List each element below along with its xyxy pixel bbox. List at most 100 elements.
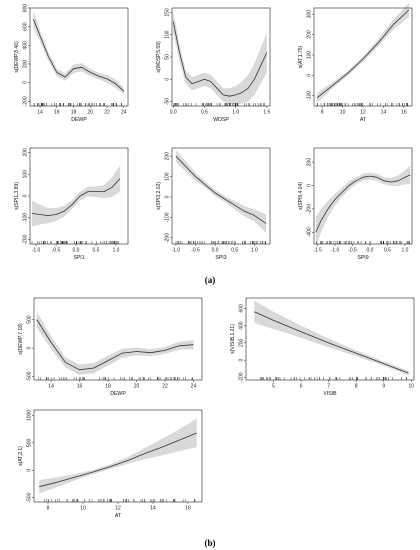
smooth-line (175, 155, 267, 224)
y-tick-label: 500 (27, 438, 33, 447)
panel-2-wdsp: 0.0 0.5 1.0 1.5 -50 0 50 100 150 WDSP s(WDSP,5.59) (156, 7, 271, 123)
panels: 14 16 18 20 22 24-2000200400600800DEWPs(DEWP,… (14, 2, 415, 519)
y-tick-label: 400 (23, 41, 29, 50)
confidence-band (315, 165, 411, 248)
panel-6-spi9: -1.5 -1.0 -0.5 0.0 0.5 1.0 -400 -200 0 200 SPI9 s(S… (298, 147, 413, 261)
confidence-band (173, 10, 267, 105)
x-tick-label: 14 (381, 110, 387, 116)
x-tick-label: 20 (88, 110, 94, 116)
smooth-line (172, 21, 268, 97)
y-tick-label: 600 (23, 22, 29, 31)
confidence-band (317, 2, 409, 103)
x-tick-label: 0.0 (212, 248, 219, 254)
x-tick-label: 8 (47, 506, 50, 512)
x-axis-label: WDSP (213, 117, 229, 123)
y-tick-label: 0 (307, 74, 313, 77)
x-tick-label: 1.5 (263, 110, 270, 116)
smooth-line (316, 9, 410, 99)
y-tick-label: 100 (307, 51, 313, 60)
x-axis-label: SPI9 (357, 255, 368, 261)
y-tick-label: 0 (27, 347, 33, 350)
x-tick-label: 7 (327, 384, 330, 390)
rug (33, 103, 122, 106)
x-tick-label: 14 (150, 506, 156, 512)
smooth-line (33, 19, 125, 92)
confidence-band (254, 300, 409, 376)
smooth-line (315, 174, 411, 233)
x-tick-label: 1.0 (232, 110, 239, 116)
x-tick-label: -0.5 (191, 248, 200, 254)
plot-frame (313, 147, 413, 245)
x-tick-label: 1.0 (251, 248, 258, 254)
y-tick-label: 0 (27, 469, 33, 472)
smooth-line (254, 311, 409, 374)
x-tick-label: -0.5 (348, 248, 357, 254)
panel-7-dewp: 14 16 18 20 22 24 -500 0 500 DEWP s(DEWP,7.18) (18, 297, 203, 397)
rug (44, 499, 196, 502)
y-axis-label: s(DEWP,7.18) (18, 323, 24, 355)
smooth-line (39, 432, 197, 488)
x-tick-label: 10 (408, 384, 414, 390)
y-tick-label: -100 (307, 91, 313, 101)
smooth-line (36, 319, 194, 371)
y-tick-label: 100 (165, 30, 171, 39)
panel-9-at: 8 10 12 14 16 -500 0 500 1000 AT s(AT,2.1) (18, 409, 203, 519)
x-axis-label: AT (115, 513, 122, 519)
y-tick-label: -100 (165, 212, 171, 222)
panel-4-spi1: -1.0 -0.5 0.0 0.5 1.0 -200 -100 0 100 200 SPI1 s(SP… (14, 147, 129, 261)
rug (38, 377, 193, 380)
x-tick-label: 12 (360, 110, 366, 116)
y-tick-label: 100 (23, 170, 29, 179)
y-tick-label: 1000 (27, 410, 33, 421)
y-tick-label: 0 (165, 78, 171, 81)
panel-8-visib: 5 6 7 8 9 10 -200 0 200 400 600 VISIB s(VISIB,1.21) (230, 297, 415, 397)
y-tick-label: -200 (23, 234, 29, 244)
y-tick-label: 600 (239, 304, 245, 313)
x-tick-label: 1.0 (402, 248, 409, 254)
plot-frame (33, 409, 203, 503)
x-axis-label: DEWP (110, 391, 126, 397)
rug (173, 103, 265, 106)
plot-frame (33, 297, 203, 381)
y-axis-label: s(WDSP,5.59) (156, 41, 162, 73)
x-tick-label: 0.5 (231, 248, 238, 254)
y-tick-label: 200 (307, 158, 313, 167)
panel-5-spi3: -1.0 -0.5 0.0 0.5 1.0 -200 -100 0 100 200 SPI3 s(SP… (156, 147, 271, 261)
x-tick-label: 22 (162, 384, 168, 390)
x-tick-label: 8 (321, 110, 324, 116)
x-tick-label: -0.5 (52, 248, 61, 254)
y-tick-label: -400 (307, 227, 313, 237)
plot-frame (29, 7, 129, 107)
caption-a: (a) (205, 275, 216, 285)
x-tick-label: 1.0 (113, 248, 120, 254)
x-tick-label: 0.5 (93, 248, 100, 254)
x-tick-label: 22 (104, 110, 110, 116)
x-tick-label: 16 (77, 384, 83, 390)
x-tick-label: 16 (185, 506, 191, 512)
y-axis-label: s(AT,1.75) (298, 45, 304, 68)
x-tick-label: 14 (37, 110, 43, 116)
y-tick-label: 0 (307, 184, 313, 187)
x-tick-label: -1.5 (313, 248, 322, 254)
y-tick-label: 200 (23, 60, 29, 69)
y-tick-label: 800 (23, 4, 29, 13)
y-tick-label: 0 (23, 194, 29, 197)
x-tick-label: 12 (115, 506, 121, 512)
x-tick-label: 16 (54, 110, 60, 116)
caption-b: (b) (205, 538, 216, 548)
y-tick-label: 50 (165, 54, 171, 60)
panel-3-at: 8 10 12 14 16 -100 0 100 200 300 AT s(AT,1.75) (298, 2, 413, 123)
rug (316, 241, 410, 244)
x-tick-label: 0.5 (384, 248, 391, 254)
y-axis-label: s(AT,2.1) (18, 446, 24, 466)
x-axis-label: DEWP (71, 117, 87, 123)
rug (260, 377, 407, 380)
x-tick-label: 18 (105, 384, 111, 390)
y-tick-label: 100 (165, 172, 171, 181)
y-tick-label: -500 (27, 371, 33, 381)
x-axis-label: SPI3 (215, 255, 226, 261)
x-axis-label: SPI1 (73, 255, 84, 261)
rug (175, 241, 266, 244)
x-tick-label: 18 (71, 110, 77, 116)
